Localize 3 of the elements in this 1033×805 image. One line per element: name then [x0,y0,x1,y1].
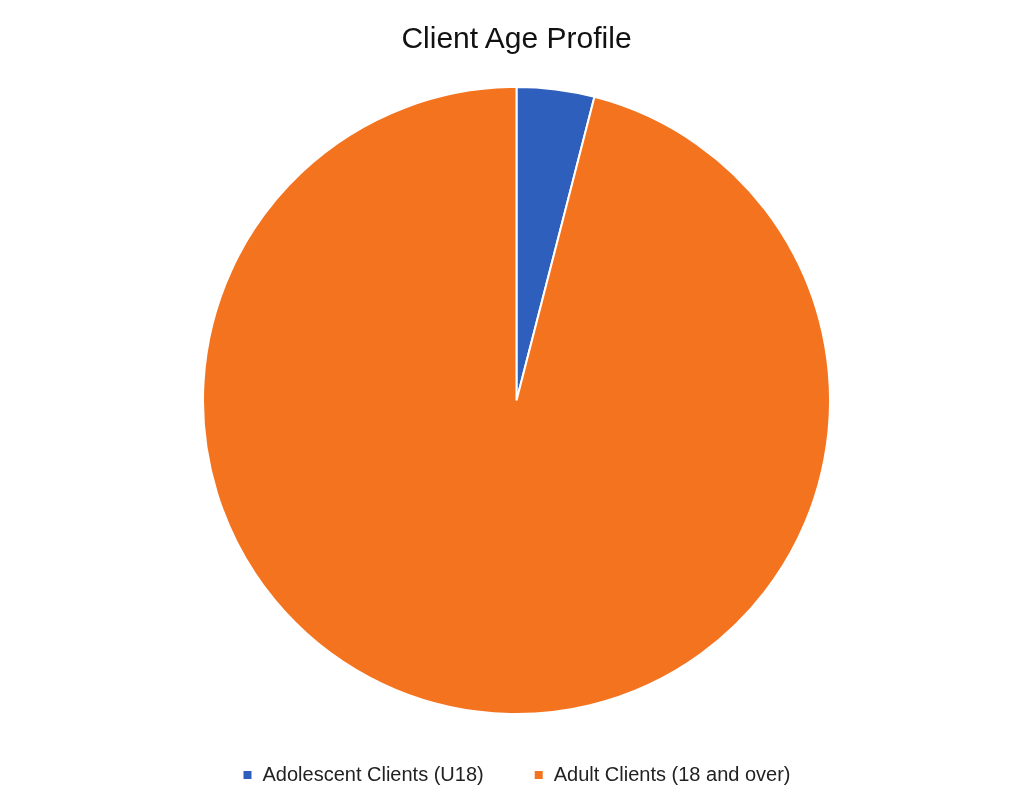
chart-title: Client Age Profile [401,21,632,55]
legend-label: Adult Clients (18 and over) [553,762,791,785]
legend-label: Adolescent Clients (U18) [262,762,484,785]
